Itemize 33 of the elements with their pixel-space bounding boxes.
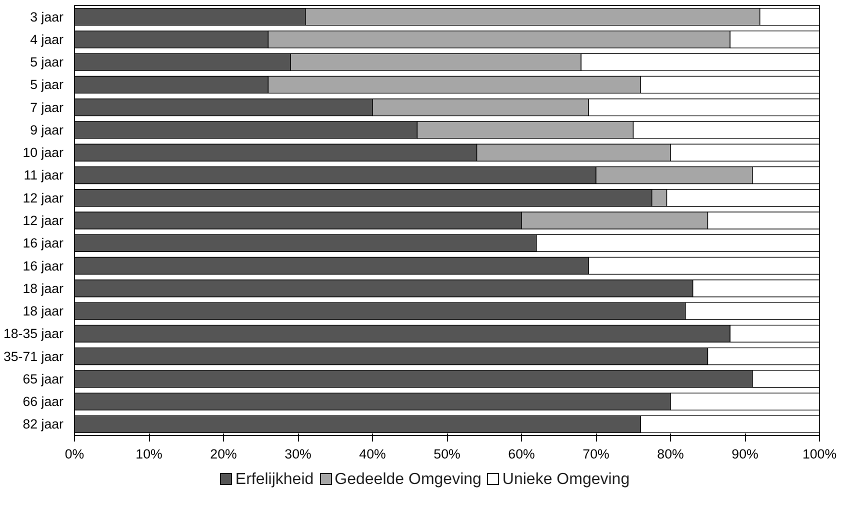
x-tick-label: 90% xyxy=(732,446,758,462)
y-tick-label: 82 jaar xyxy=(22,416,64,432)
x-tick-label: 30% xyxy=(284,446,312,462)
y-tick-label: 18 jaar xyxy=(22,304,64,319)
y-tick-label: 18-35 jaar xyxy=(3,326,64,342)
y-tick-label: 10 jaar xyxy=(22,145,64,160)
y-tick-label: 9 jaar xyxy=(30,122,64,138)
y-tick-label: 5 jaar xyxy=(30,77,64,92)
x-tick-label: 60% xyxy=(508,446,535,462)
x-tick-label: 80% xyxy=(657,446,684,462)
x-tick-label: 100% xyxy=(802,446,837,462)
x-tick-label: 70% xyxy=(582,446,610,462)
y-tick-label: 16 jaar xyxy=(22,258,64,274)
y-tick-label: 3 jaar xyxy=(30,9,64,24)
legend-item: Gedeelde Omgeving xyxy=(320,471,482,488)
y-tick-label: 11 jaar xyxy=(24,168,64,183)
y-tick-label: 12 jaar xyxy=(22,190,64,206)
y-tick-label: 35-71 jaar xyxy=(3,348,64,364)
x-tick-label: 0% xyxy=(64,446,84,462)
y-tick-label: 65 jaar xyxy=(22,371,64,386)
x-tick-label: 40% xyxy=(359,446,386,462)
y-tick-label: 18 jaar xyxy=(22,280,64,296)
x-tick-label: 10% xyxy=(136,446,162,462)
y-tick-label: 12 jaar xyxy=(22,213,64,228)
legend-item: Unieke Omgeving xyxy=(487,471,630,488)
x-tick-label: 50% xyxy=(434,446,460,462)
y-tick-label: 7 jaar xyxy=(30,100,64,115)
y-tick-label: 66 jaar xyxy=(22,394,64,410)
y-tick-label: 5 jaar xyxy=(30,54,64,70)
y-tick-label: 16 jaar xyxy=(22,236,64,251)
legend-item: Erfelijkheid xyxy=(220,471,314,488)
x-tick-label: 20% xyxy=(210,446,237,462)
y-tick-label: 4 jaar xyxy=(30,32,64,47)
